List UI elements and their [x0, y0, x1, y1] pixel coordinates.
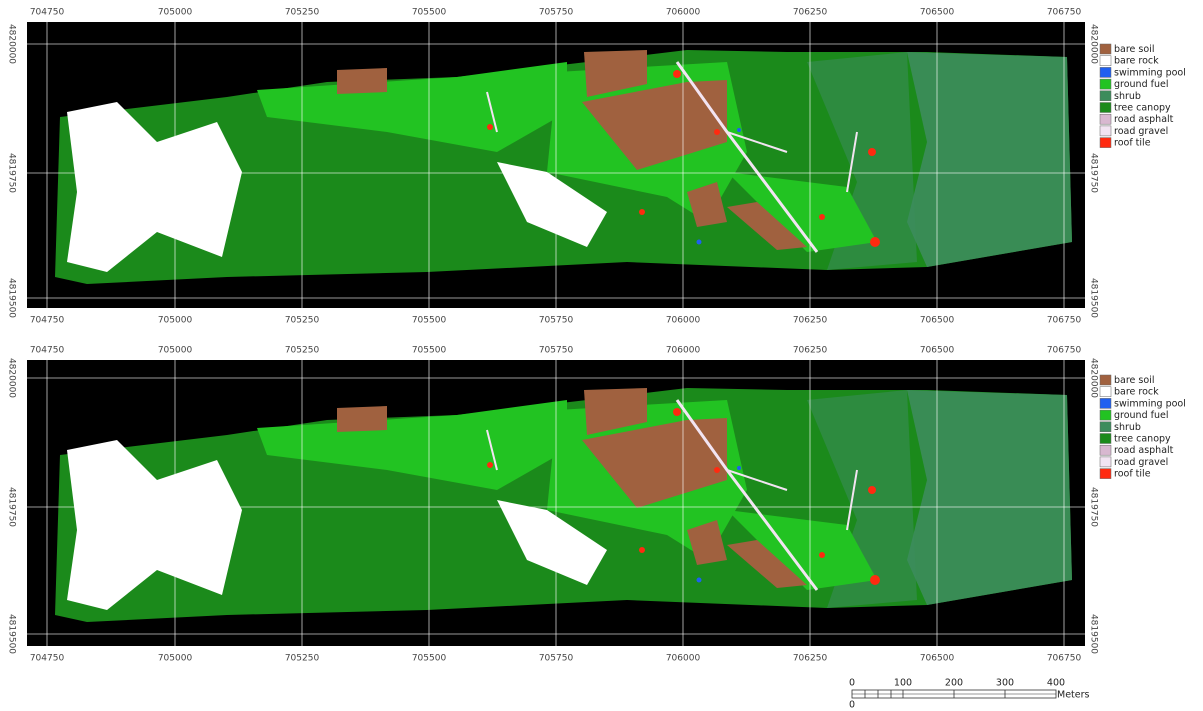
- legend-swatch: [1100, 445, 1111, 455]
- y-coordinate-label: 4819750: [1089, 487, 1099, 527]
- legend-swatch: [1100, 410, 1111, 420]
- x-coordinate-label: 706500: [920, 316, 955, 326]
- y-coordinate-label: 4819750: [1089, 153, 1099, 193]
- x-coordinate-label: 706250: [793, 8, 828, 18]
- scale-bar: [852, 690, 1056, 698]
- legend-label: road gravel: [1114, 126, 1168, 137]
- y-coordinate-label: 4819500: [7, 278, 17, 318]
- legend-swatch: [1100, 469, 1111, 479]
- page: 704750 704750 705000 705000 705250 705250 7055…: [0, 0, 1203, 711]
- x-coordinate-label: 705000: [158, 8, 193, 18]
- legend-swatch: [1100, 44, 1111, 54]
- legend-label: road gravel: [1114, 457, 1168, 468]
- x-coordinate-label: 706500: [920, 654, 955, 664]
- scale-label: 0: [849, 678, 855, 689]
- legend-label: ground fuel: [1114, 79, 1168, 90]
- x-coordinate-label: 706500: [920, 346, 955, 356]
- legend-label: swimming pool: [1114, 67, 1186, 78]
- x-coordinate-label: 706000: [666, 316, 701, 326]
- y-coordinate-label: 4819750: [7, 487, 17, 527]
- legend-swatch: [1100, 114, 1111, 124]
- legend-swatch: [1100, 67, 1111, 77]
- x-coordinate-label: 705750: [539, 8, 574, 18]
- legend-label: bare soil: [1114, 375, 1154, 386]
- scale-label: 400: [1047, 678, 1065, 689]
- x-coordinate-label: 706750: [1047, 8, 1082, 18]
- scale-label: 200: [945, 678, 963, 689]
- y-coordinate-label: 4819500: [1089, 614, 1099, 654]
- x-coordinate-label: 706750: [1047, 346, 1082, 356]
- legend-label: roof tile: [1114, 469, 1151, 480]
- x-coordinate-label: 705500: [412, 316, 447, 326]
- legend-label: ground fuel: [1114, 410, 1168, 421]
- legend-swatch: [1100, 375, 1111, 385]
- x-coordinate-label: 706000: [666, 8, 701, 18]
- x-coordinate-label: 705750: [539, 654, 574, 664]
- scale-origin: 0: [849, 700, 855, 711]
- legend-swatch: [1100, 422, 1111, 432]
- legend-label: road asphalt: [1114, 445, 1174, 456]
- legend-label: shrub: [1114, 91, 1141, 102]
- legend-swatch: [1100, 91, 1111, 101]
- x-coordinate-label: 705750: [539, 316, 574, 326]
- legend-swatch: [1100, 126, 1111, 136]
- x-coordinate-label: 705250: [285, 346, 320, 356]
- legend-swatch: [1100, 103, 1111, 113]
- legend-label: tree canopy: [1114, 434, 1171, 445]
- x-coordinate-label: 705500: [412, 8, 447, 18]
- legend-swatch: [1100, 138, 1111, 148]
- x-coordinate-label: 706750: [1047, 316, 1082, 326]
- y-coordinate-label: 4819500: [7, 614, 17, 654]
- scale-label: 300: [996, 678, 1014, 689]
- x-coordinate-label: 704750: [30, 346, 65, 356]
- legend-label: bare rock: [1114, 387, 1159, 398]
- x-coordinate-label: 705500: [412, 346, 447, 356]
- x-coordinate-label: 705250: [285, 8, 320, 18]
- x-coordinate-label: 705000: [158, 316, 193, 326]
- x-coordinate-label: 706250: [793, 316, 828, 326]
- x-coordinate-label: 706500: [920, 8, 955, 18]
- legend-swatch: [1100, 398, 1111, 408]
- legend-label: tree canopy: [1114, 103, 1171, 114]
- x-coordinate-label: 705000: [158, 654, 193, 664]
- x-coordinate-label: 705000: [158, 346, 193, 356]
- x-coordinate-label: 706750: [1047, 654, 1082, 664]
- scale-unit: Meters: [1057, 690, 1090, 701]
- y-coordinate-label: 4819500: [1089, 278, 1099, 318]
- legend-swatch: [1100, 387, 1111, 397]
- x-coordinate-label: 706000: [666, 654, 701, 664]
- y-coordinate-label: 4820000: [7, 24, 17, 64]
- y-coordinate-label: 4820000: [7, 358, 17, 398]
- y-coordinate-label: 4820000: [1089, 24, 1099, 64]
- x-coordinate-label: 705500: [412, 654, 447, 664]
- scale-label: 100: [894, 678, 912, 689]
- x-coordinate-label: 705250: [285, 654, 320, 664]
- x-coordinate-label: 705250: [285, 316, 320, 326]
- legend-label: bare rock: [1114, 56, 1159, 67]
- legend-label: roof tile: [1114, 138, 1151, 149]
- legend-swatch: [1100, 56, 1111, 66]
- x-coordinate-label: 704750: [30, 316, 65, 326]
- x-coordinate-label: 704750: [30, 654, 65, 664]
- legend-label: bare soil: [1114, 44, 1154, 55]
- legend-label: shrub: [1114, 422, 1141, 433]
- legend-swatch: [1100, 457, 1111, 467]
- y-coordinate-label: 4819750: [7, 153, 17, 193]
- x-coordinate-label: 704750: [30, 8, 65, 18]
- x-coordinate-label: 706250: [793, 346, 828, 356]
- y-coordinate-label: 4820000: [1089, 358, 1099, 398]
- legend-swatch: [1100, 434, 1111, 444]
- legend-swatch: [1100, 79, 1111, 89]
- x-coordinate-label: 706250: [793, 654, 828, 664]
- x-coordinate-label: 705750: [539, 346, 574, 356]
- x-coordinate-label: 706000: [666, 346, 701, 356]
- legend-label: road asphalt: [1114, 114, 1174, 125]
- legend-label: swimming pool: [1114, 398, 1186, 409]
